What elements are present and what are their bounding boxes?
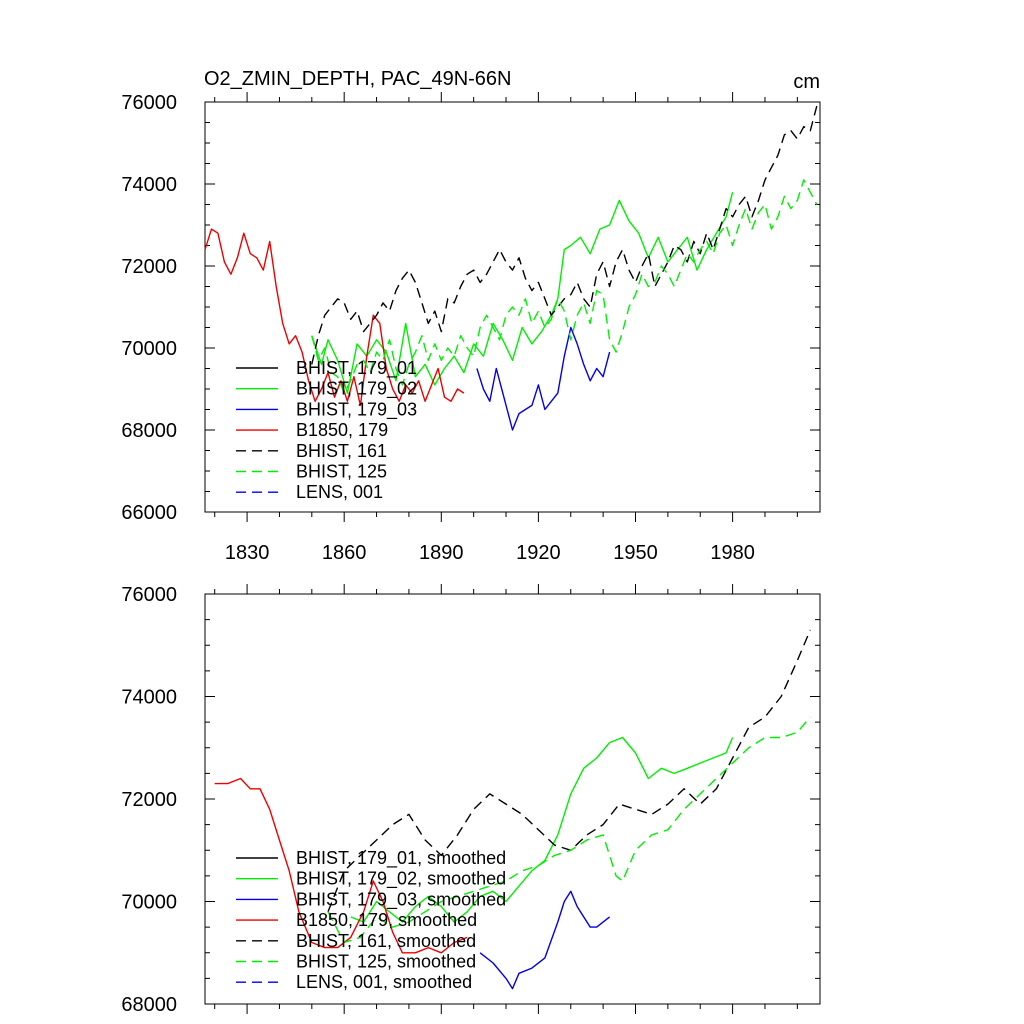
x-tick-label: 1950 [613,542,658,564]
y-tick-label: 76000 [121,584,177,606]
x-tick-label: 1830 [225,542,270,564]
y-tick-label: 70000 [121,892,177,914]
bottom-panel: 68000 70000 72000 74000 76000 BHIST, 179_01, … [121,584,821,1016]
legend-label: BHIST, 179_02, smoothed [296,869,506,890]
legend-label: BHIST, 179_03, smoothed [296,889,506,910]
y-tick-label: 76000 [121,92,177,114]
series-line [476,326,611,431]
legend-label: BHIST, 179_01 [296,358,417,379]
x-tick-label: 1890 [419,542,464,564]
y-tick-label: 68000 [121,420,177,442]
legend-label: B1850, 179, smoothed [296,910,477,930]
series-line [350,736,734,923]
legend-label: BHIST, 161, smoothed [296,931,476,951]
x-tick-label: 1980 [710,542,755,564]
legend-label: LENS, 001, smoothed [296,972,472,992]
legend-label: LENS, 001 [296,482,383,502]
top-panel: 66000 68000 70000 72000 74000 76000 1830 1860 18… [121,92,821,564]
legend-label: BHIST, 125, smoothed [296,952,476,972]
series-line [204,228,465,407]
units-label: cm [793,71,820,93]
y-tick-label: 74000 [121,174,177,196]
y-tick-label: 72000 [121,256,177,278]
legend-label: BHIST, 161 [296,441,387,461]
legend-label: BHIST, 179_01, smoothed [296,848,506,869]
y-tick-label: 74000 [121,687,177,709]
series-line [311,105,818,365]
y-tick-label: 68000 [121,994,177,1016]
y-tick-label: 72000 [121,789,177,811]
series-line [311,192,734,394]
legend-label: BHIST, 125 [296,462,387,482]
x-tick-label: 1920 [516,542,561,564]
y-tick-label: 66000 [121,502,177,524]
series-line [479,890,611,990]
chart-title: O2_ZMIN_DEPTH, PAC_49N-66N [204,68,512,90]
legend-label: BHIST, 179_02 [296,379,417,400]
legend-label: B1850, 179 [296,420,388,440]
series-line [311,179,818,394]
x-tick-label: 1860 [322,542,367,564]
series-line [214,777,468,954]
y-tick-label: 70000 [121,338,177,360]
series-line [327,716,811,944]
legend-label: BHIST, 179_03 [296,399,417,420]
